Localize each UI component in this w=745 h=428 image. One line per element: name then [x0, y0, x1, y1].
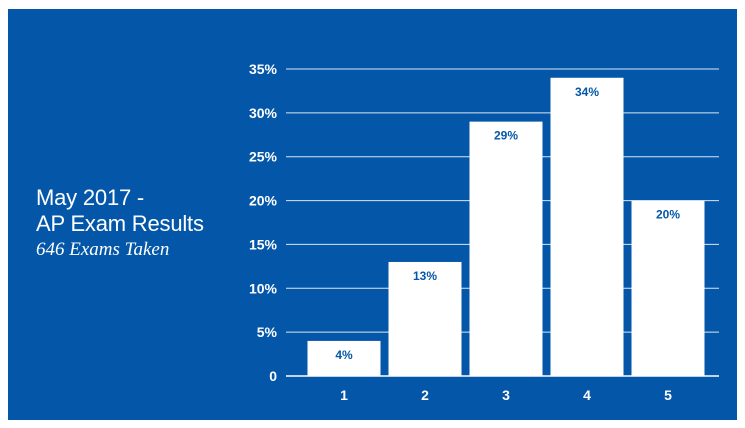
- x-tick-label: 5: [664, 387, 672, 403]
- chart-title-line-2: AP Exam Results: [36, 211, 204, 236]
- x-tick-label: 3: [502, 387, 510, 403]
- bar: [550, 77, 624, 377]
- x-tick-label: 2: [421, 387, 429, 403]
- bar: [388, 261, 462, 376]
- title-block: May 2017 - AP Exam Results 646 Exams Tak…: [36, 185, 236, 262]
- y-tick-label: 15%: [249, 236, 278, 252]
- x-tick-label: 1: [340, 387, 348, 403]
- data-label: 29%: [494, 129, 518, 143]
- data-label: 20%: [656, 208, 680, 222]
- y-tick-label: 20%: [249, 193, 278, 209]
- y-tick-label: 30%: [249, 105, 278, 121]
- y-tick-label: 0: [269, 368, 277, 384]
- bar: [631, 200, 705, 376]
- x-tick-label: 4: [583, 387, 591, 403]
- data-label: 13%: [413, 269, 437, 283]
- bar: [307, 340, 381, 376]
- data-label: 34%: [575, 85, 599, 99]
- bar: [469, 121, 543, 376]
- chart-subtitle: 646 Exams Taken: [36, 239, 170, 260]
- y-tick-label: 25%: [249, 149, 278, 165]
- y-tick-label: 10%: [249, 280, 278, 296]
- y-tick-label: 5%: [257, 324, 278, 340]
- chart-title-line-1: May 2017 -: [36, 185, 145, 210]
- data-label: 4%: [335, 348, 353, 362]
- y-tick-label: 35%: [249, 61, 278, 77]
